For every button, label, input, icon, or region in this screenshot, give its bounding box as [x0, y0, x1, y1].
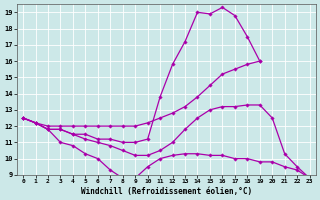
X-axis label: Windchill (Refroidissement éolien,°C): Windchill (Refroidissement éolien,°C) — [81, 187, 252, 196]
